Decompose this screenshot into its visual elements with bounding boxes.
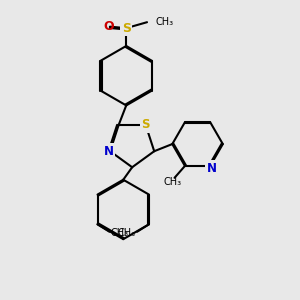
Text: S: S <box>142 118 150 131</box>
Text: CH₃: CH₃ <box>118 228 136 238</box>
Text: S: S <box>122 22 131 34</box>
Text: CH₃: CH₃ <box>111 228 129 238</box>
Text: CH₃: CH₃ <box>155 17 173 27</box>
Text: N: N <box>207 162 217 175</box>
Text: O: O <box>103 20 114 33</box>
Text: N: N <box>103 145 114 158</box>
Text: CH₃: CH₃ <box>164 177 182 187</box>
